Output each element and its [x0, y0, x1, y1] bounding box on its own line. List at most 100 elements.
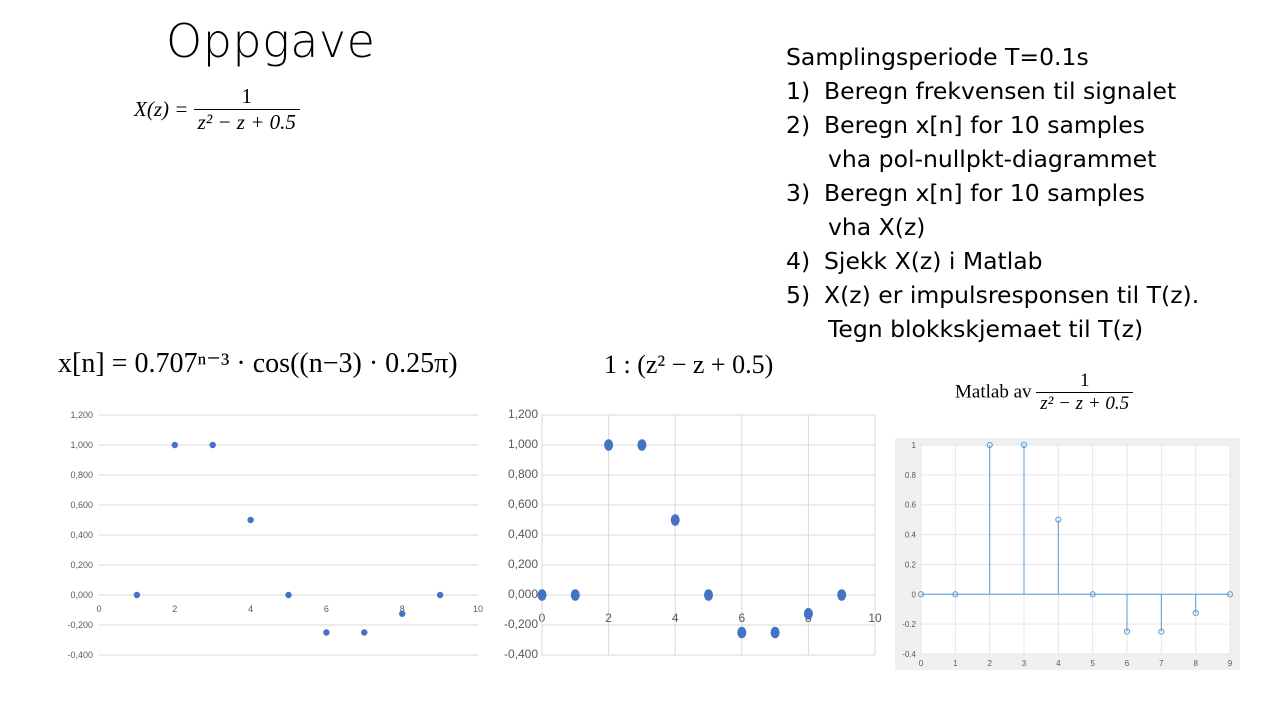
task-number: 5)	[786, 281, 811, 309]
data-point	[570, 589, 580, 601]
y-tick-label: 1,200	[70, 410, 93, 420]
task-line: vha X(z)	[786, 210, 1199, 244]
data-point	[704, 589, 713, 601]
x-tick-label: 8	[400, 604, 405, 614]
data-point	[361, 629, 368, 636]
task-line: Tegn blokkskjemaet til T(z)	[786, 312, 1199, 346]
task-text: Samplingsperiode T=0.1s	[786, 43, 1089, 71]
xz-fraction: 1 z² − z + 0.5	[193, 84, 300, 135]
x-tick-label: 4	[1056, 659, 1061, 668]
x-tick-label: 3	[1022, 659, 1027, 668]
x-tick-label: 7	[1159, 659, 1164, 668]
y-tick-label: 0,000	[508, 587, 538, 601]
data-point	[1089, 591, 1096, 598]
y-tick-label: 1,000	[508, 437, 538, 451]
xn-formula: x[n] = 0.707ⁿ⁻³ · cos((n−3) · 0.25π)	[58, 348, 458, 379]
x-tick-label: 4	[672, 611, 679, 625]
y-tick-label: -0.2	[902, 620, 916, 629]
y-tick-label: 1,000	[70, 440, 93, 450]
matlab-label: Matlab av 1 z² − z + 0.5	[955, 370, 1134, 415]
y-tick-label: 0.8	[905, 471, 917, 480]
task-text: X(z) er impulsresponsen til T(z).	[824, 281, 1200, 309]
y-tick-label: 0,800	[508, 467, 538, 481]
y-tick-label: 1	[912, 441, 917, 450]
chart-xn-formula: -0,400 -0,200 0,000 0,200 0,400 0,600 0,800 1,0…	[55, 405, 485, 670]
x-tick-label: 0	[96, 604, 101, 614]
y-tick-label: 0,400	[70, 530, 93, 540]
xz-formula-lhs: X(z) =	[134, 97, 189, 121]
data-point	[1226, 591, 1234, 598]
task-number: 3)	[786, 179, 811, 207]
division-formula: 1 : (z² − z + 0.5)	[604, 350, 774, 379]
task-line: vha pol-nullpkt-diagrammet	[786, 142, 1199, 176]
chart-division: -0,400 -0,200 0,000 0,200 0,400 0,600 0,800 1,0…	[495, 405, 885, 670]
xz-numerator: 1	[241, 84, 253, 108]
task-text: Tegn blokkskjemaet til T(z)	[828, 315, 1144, 343]
matlab-label-prefix: Matlab av	[955, 381, 1032, 403]
xz-formula: X(z) = 1 z² − z + 0.5	[134, 84, 300, 135]
task-text: Sjekk X(z) i Matlab	[824, 247, 1043, 275]
task-line: 5) X(z) er impulsresponsen til T(z).	[786, 278, 1199, 312]
task-list: Samplingsperiode T=0.1s 1) Beregn frekvens…	[786, 40, 1199, 346]
task-line: 1) Beregn frekvensen til signalet	[786, 74, 1199, 108]
x-tick-label: 8	[1193, 659, 1198, 668]
task-line: 4) Sjekk X(z) i Matlab	[786, 244, 1199, 278]
data-point	[604, 439, 614, 451]
y-tick-label: 0,200	[508, 557, 538, 571]
chart-division-svg: -0,400 -0,200 0,000 0,200 0,400 0,600 0,800 1,0…	[504, 407, 882, 661]
task-text: vha pol-nullpkt-diagrammet	[828, 145, 1157, 173]
data-point	[247, 516, 254, 524]
chart-matlab: -0.4 -0.2 0 0.2 0.4 0.6 0.8 1 0 1 2 3 4 5 6 7 8 9	[895, 438, 1240, 670]
y-tick-label: -0,200	[504, 617, 538, 631]
slide-title: Oppgave	[166, 14, 376, 68]
x-tick-label: 6	[1125, 659, 1130, 668]
chart-xn-formula-svg: -0,400 -0,200 0,000 0,200 0,400 0,600 0,800 1,0…	[67, 410, 483, 660]
data-point	[436, 591, 444, 599]
data-point	[537, 589, 547, 601]
y-tick-label: 0,000	[70, 590, 93, 600]
data-point	[1055, 516, 1062, 523]
y-tick-label: -0.4	[902, 650, 916, 659]
y-tick-label: -0,200	[67, 620, 93, 630]
data-point	[952, 591, 959, 598]
data-point	[917, 591, 925, 598]
y-tick-label: 0,600	[508, 497, 538, 511]
matlab-numerator: 1	[1079, 370, 1090, 391]
y-tick-label: -0,400	[67, 650, 93, 660]
y-tick-label: 0.6	[905, 501, 917, 510]
data-point	[1020, 441, 1028, 449]
y-tick-label: 0	[912, 590, 917, 599]
x-tick-label: 2	[605, 611, 612, 625]
x-tick-label: 9	[1228, 659, 1233, 668]
task-number: 1)	[786, 77, 811, 105]
x-tick-label: 4	[248, 604, 253, 614]
data-point	[1158, 628, 1165, 635]
y-tick-label: 0.4	[905, 531, 917, 540]
data-point	[770, 626, 780, 639]
xz-denominator: z² − z + 0.5	[193, 109, 300, 135]
y-tick-label: -0,400	[504, 647, 538, 661]
data-point	[637, 439, 647, 451]
data-point	[285, 591, 292, 599]
data-point	[1123, 628, 1131, 635]
task-text: Beregn x[n] for 10 samples	[824, 111, 1145, 139]
y-tick-label: 0.2	[905, 560, 917, 569]
x-tick-label: 10	[473, 604, 483, 614]
task-text: vha X(z)	[828, 213, 926, 241]
chart-matlab-svg: -0.4 -0.2 0 0.2 0.4 0.6 0.8 1 0 1 2 3 4 5 6 7 8 9	[895, 438, 1240, 670]
y-tick-label: 0,600	[70, 500, 93, 510]
task-text: Beregn x[n] for 10 samples	[824, 179, 1145, 207]
task-number: 4)	[786, 247, 811, 275]
y-tick-label: 0,800	[70, 470, 93, 480]
x-tick-label: 6	[324, 604, 329, 614]
x-tick-label: 0	[919, 659, 924, 668]
data-point	[837, 589, 847, 601]
data-point	[737, 626, 747, 639]
data-point	[399, 610, 406, 617]
x-tick-label: 2	[172, 604, 177, 614]
task-line: 3) Beregn x[n] for 10 samples	[786, 176, 1199, 210]
data-point	[803, 607, 813, 620]
task-number: 2)	[786, 111, 811, 139]
matlab-fraction: 1 z² − z + 0.5	[1036, 370, 1134, 415]
data-point	[323, 629, 330, 636]
